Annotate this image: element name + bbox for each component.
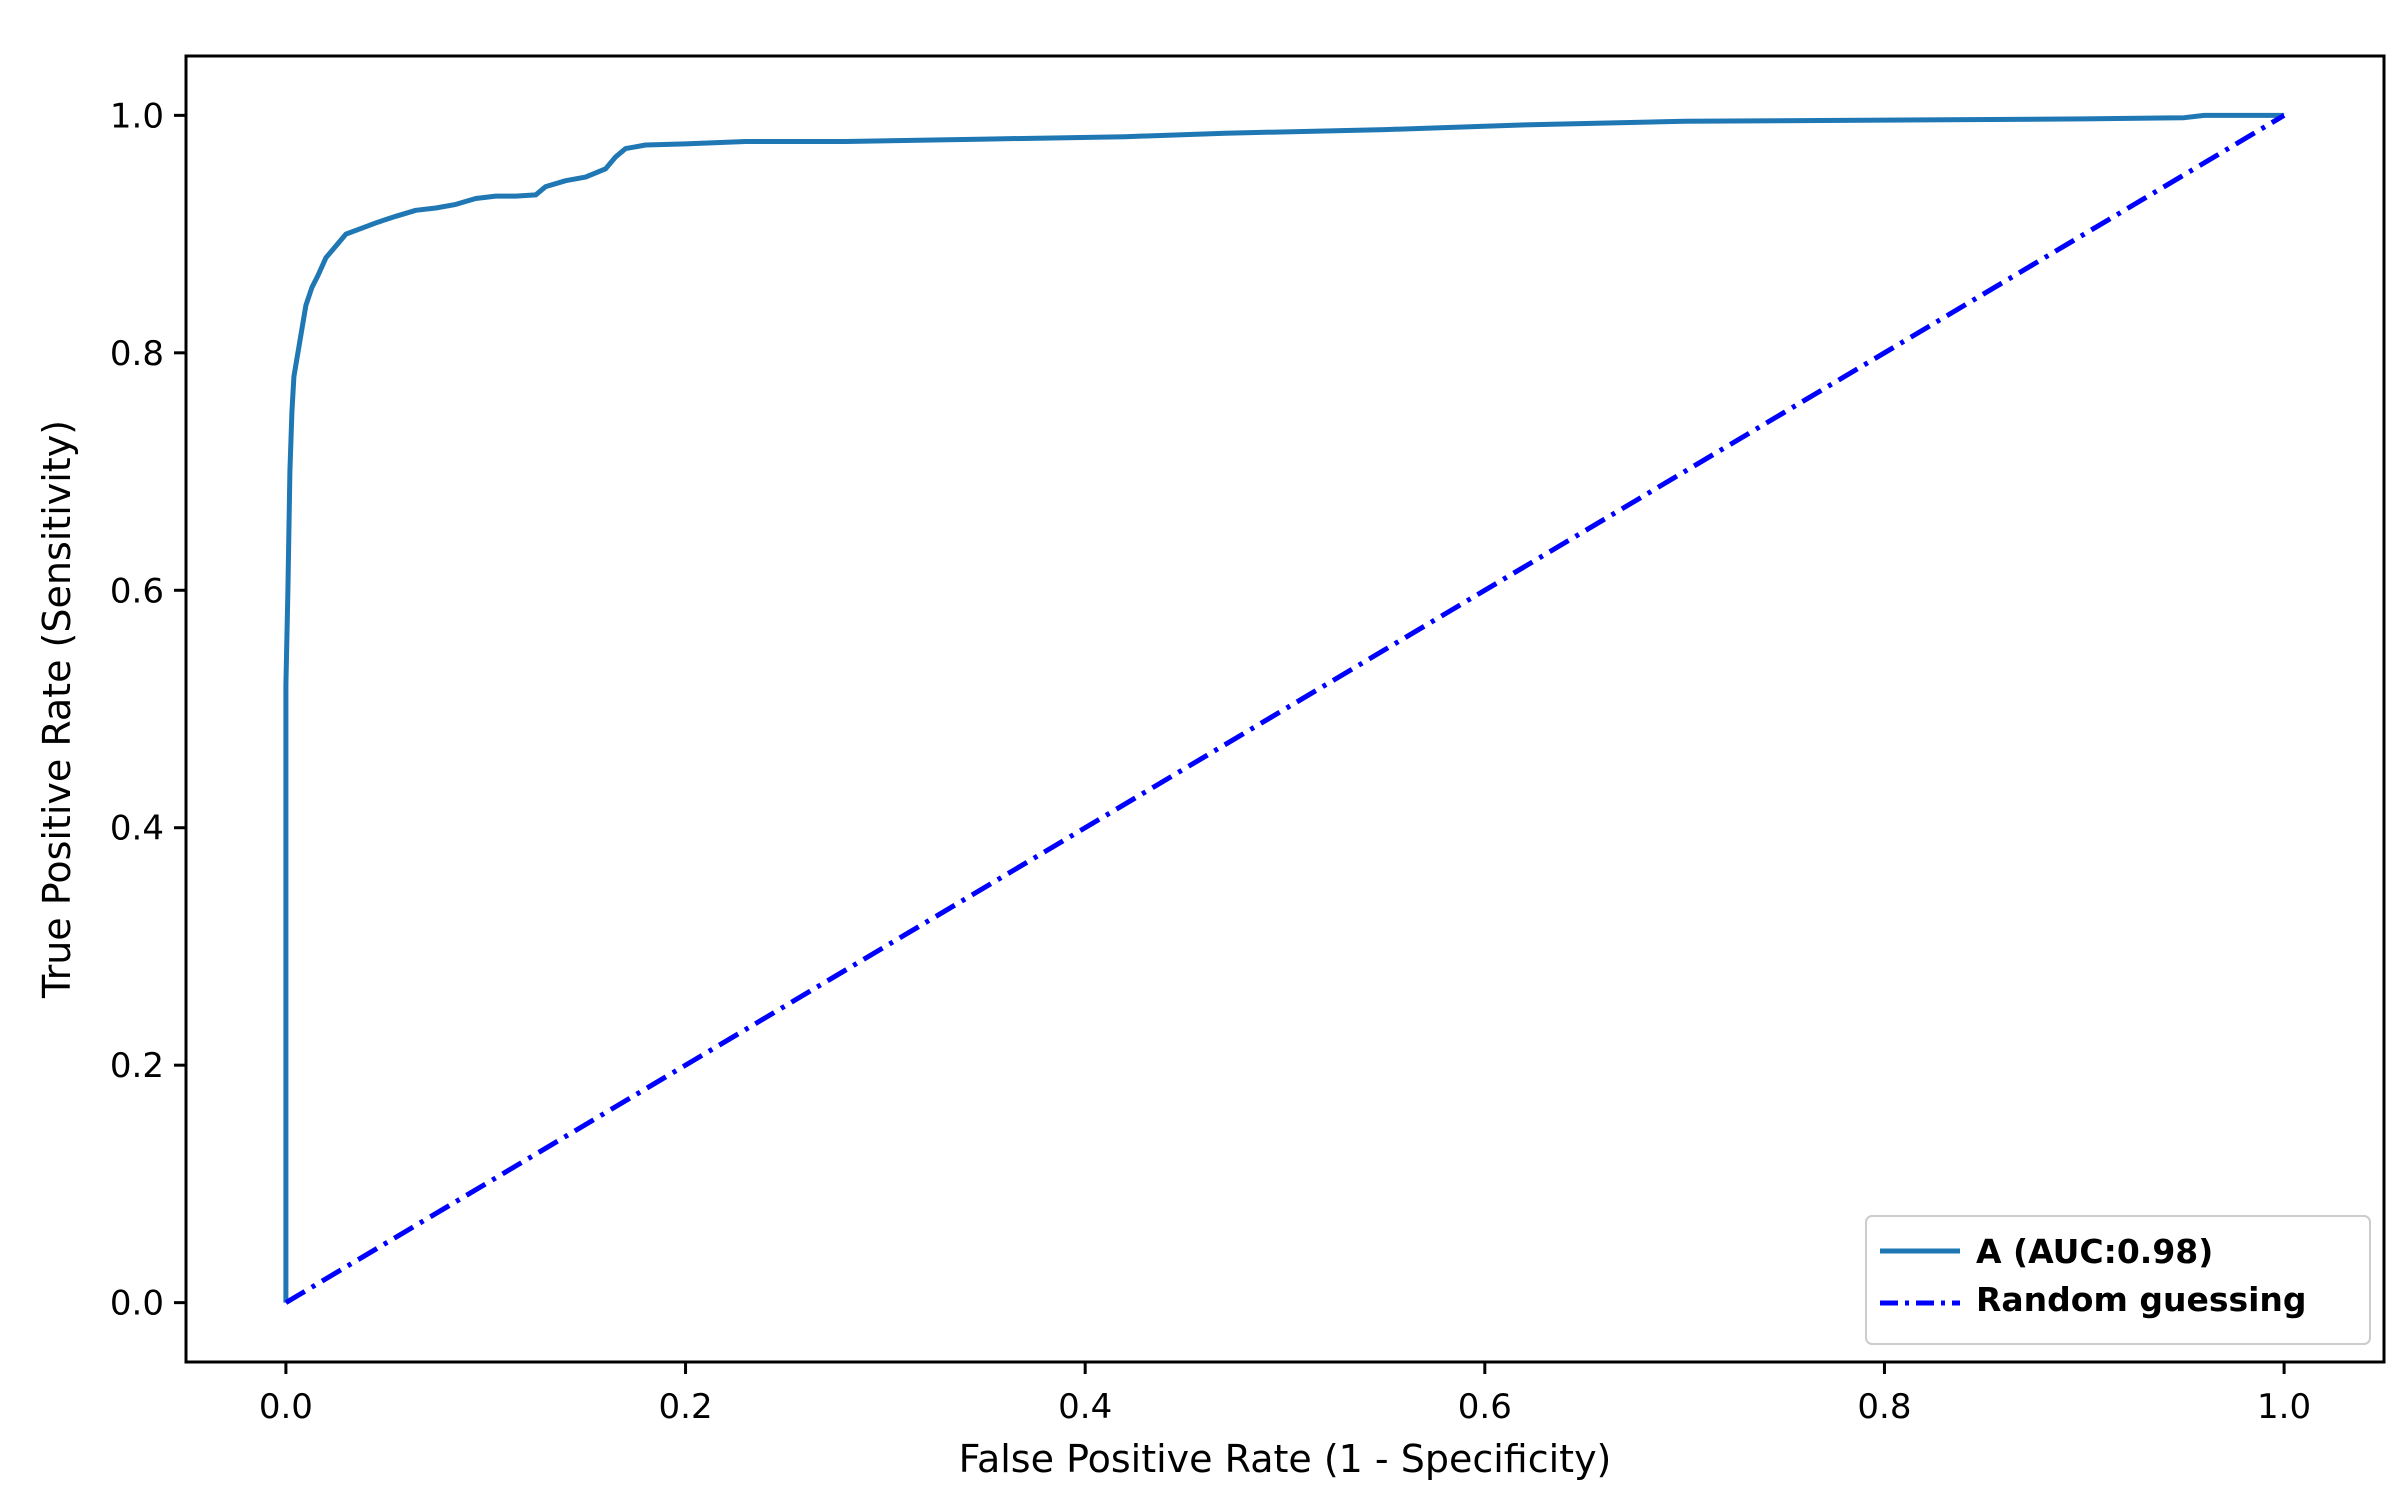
- y-tick-label: 0.2: [110, 1046, 164, 1086]
- x-tick-label: 0.0: [259, 1387, 313, 1427]
- x-axis-label: False Positive Rate (1 - Specificity): [959, 1437, 1612, 1481]
- x-tick-label: 0.8: [1857, 1387, 1911, 1427]
- x-tick-label: 1.0: [2257, 1387, 2311, 1427]
- legend-label-random: Random guessing: [1976, 1280, 2307, 1319]
- random-guessing-line: [284, 113, 2286, 1305]
- y-tick-label: 1.0: [110, 96, 164, 136]
- y-tick-label: 0.6: [110, 571, 164, 611]
- y-tick-label: 0.4: [110, 809, 164, 849]
- y-axis-label: True Positive Rate (Sensitivity): [35, 420, 79, 999]
- plot-frame: [184, 54, 2386, 1364]
- x-tick-label: 0.2: [659, 1387, 713, 1427]
- x-tick-label: 0.6: [1458, 1387, 1512, 1427]
- y-axis-ticks: 0.0 0.2 0.4 0.6 0.8 1.0: [110, 96, 186, 1324]
- x-axis-ticks: 0.0 0.2 0.4 0.6 0.8 1.0: [259, 1362, 2311, 1427]
- x-tick-label: 0.4: [1058, 1387, 1112, 1427]
- legend: A (AUC:0.98) Random guessing: [1865, 1215, 2371, 1345]
- roc-curve-a-line: [283, 112, 2285, 1303]
- series-layer: [283, 112, 2286, 1305]
- legend-frame: [1865, 1215, 2371, 1345]
- legend-label-a: A (AUC:0.98): [1976, 1232, 2213, 1271]
- y-tick-label: 0.8: [110, 334, 164, 374]
- y-tick-label: 0.0: [110, 1284, 164, 1324]
